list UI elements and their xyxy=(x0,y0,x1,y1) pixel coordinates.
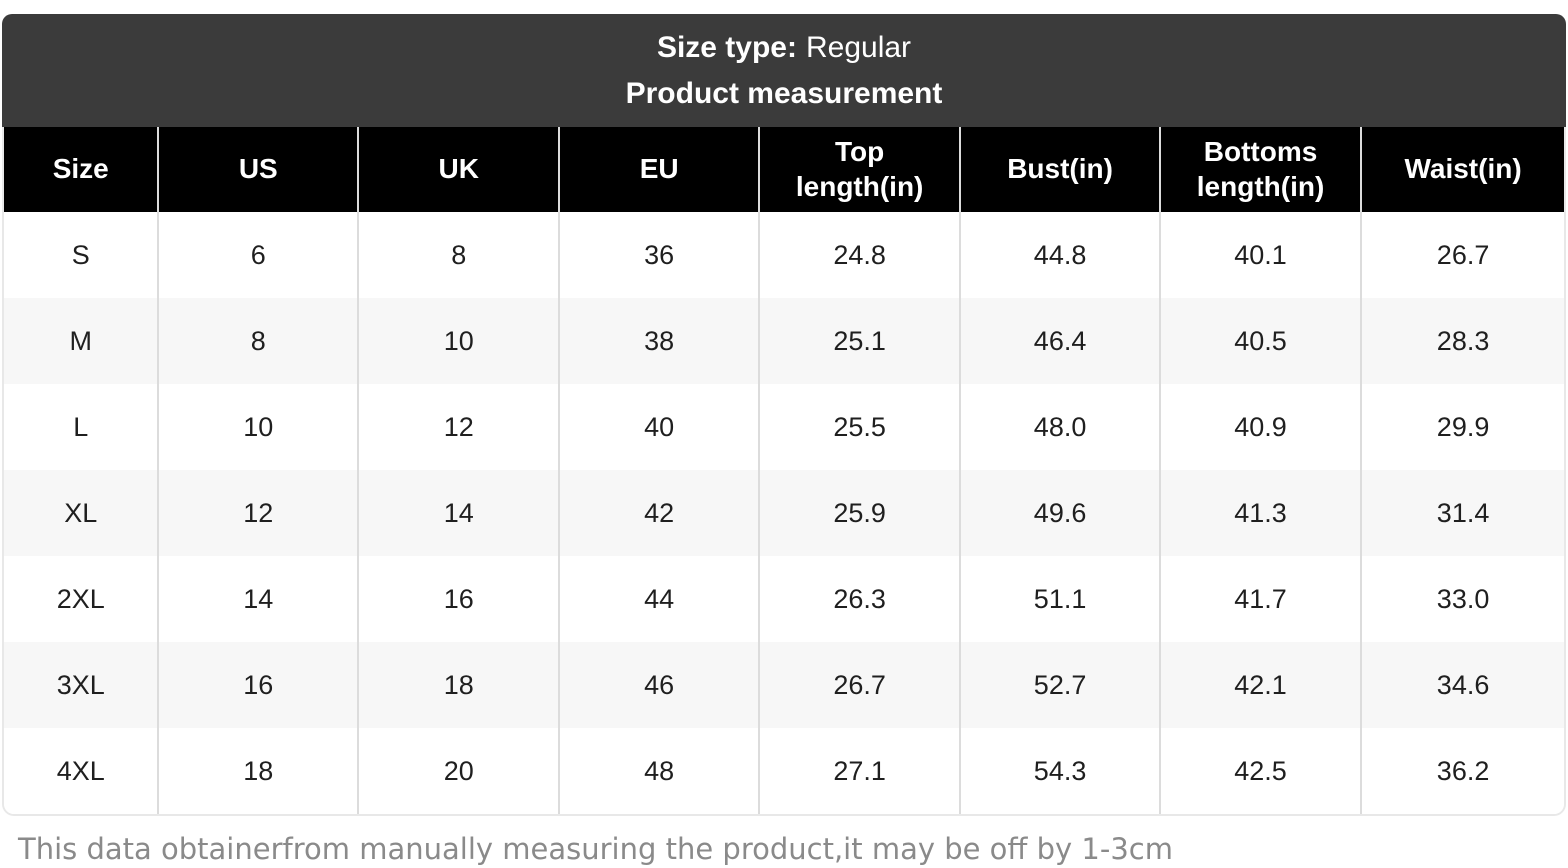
table-cell: L xyxy=(4,384,159,470)
table-cell: 25.1 xyxy=(758,298,961,384)
table-cell: 26.3 xyxy=(758,556,961,642)
table-cell: 33.0 xyxy=(1360,556,1564,642)
table-cell: 25.9 xyxy=(758,470,961,556)
table-cell: 42 xyxy=(558,470,760,556)
table-header-row: Size US UK EU Top length(in) Bust(in) Bottoms … xyxy=(4,127,1564,212)
table-cell: 46.4 xyxy=(959,298,1160,384)
product-measurement-title: Product measurement xyxy=(625,77,943,110)
size-chart-title-band: Size type: Regular Product measurement xyxy=(2,14,1566,127)
table-cell: 20 xyxy=(357,728,560,814)
table-cell: M xyxy=(4,298,159,384)
table-cell: 10 xyxy=(157,384,359,470)
column-header-top-length-in: Top length(in) xyxy=(758,127,961,212)
table-cell: 12 xyxy=(357,384,560,470)
table-cell: 27.1 xyxy=(758,728,961,814)
table-cell: 14 xyxy=(157,556,359,642)
size-type-value: Regular xyxy=(805,31,912,64)
table-cell: 3XL xyxy=(4,642,159,728)
table-cell: 26.7 xyxy=(1360,212,1564,298)
table-cell: 16 xyxy=(357,556,560,642)
column-header-waist-in: Waist(in) xyxy=(1360,127,1564,212)
table-cell: 44.8 xyxy=(959,212,1160,298)
column-header-bust-in: Bust(in) xyxy=(959,127,1160,212)
size-table-wrap: Size US UK EU Top length(in) Bust(in) Bottoms … xyxy=(2,127,1566,816)
table-cell: 40.5 xyxy=(1158,298,1362,384)
table-cell: 24.8 xyxy=(758,212,961,298)
table-cell: 44 xyxy=(558,556,760,642)
column-header-eu: EU xyxy=(558,127,760,212)
table-cell: 51.1 xyxy=(959,556,1160,642)
table-cell: 49.6 xyxy=(959,470,1160,556)
table-cell: XL xyxy=(4,470,159,556)
table-row-2xl: 2XL 14 16 44 26.3 51.1 41.7 33.0 xyxy=(4,556,1564,642)
table-cell: 25.5 xyxy=(758,384,961,470)
table-cell: 31.4 xyxy=(1360,470,1564,556)
table-cell: 29.9 xyxy=(1360,384,1564,470)
table-cell: 8 xyxy=(357,212,560,298)
table-cell: 18 xyxy=(157,728,359,814)
table-cell: 6 xyxy=(157,212,359,298)
table-cell: 12 xyxy=(157,470,359,556)
table-cell: 2XL xyxy=(4,556,159,642)
table-row-4xl: 4XL 18 20 48 27.1 54.3 42.5 36.2 xyxy=(4,728,1564,814)
column-header-uk: UK xyxy=(357,127,560,212)
table-row-3xl: 3XL 16 18 46 26.7 52.7 42.1 34.6 xyxy=(4,642,1564,728)
table-row-l: L 10 12 40 25.5 48.0 40.9 29.9 xyxy=(4,384,1564,470)
table-cell: 40 xyxy=(558,384,760,470)
table-cell: 54.3 xyxy=(959,728,1160,814)
table-cell: 14 xyxy=(357,470,560,556)
size-type-line: Size type: Regular xyxy=(657,31,911,64)
table-cell: 8 xyxy=(157,298,359,384)
table-cell: 42.1 xyxy=(1158,642,1362,728)
table-cell: 48 xyxy=(558,728,760,814)
table-cell: 52.7 xyxy=(959,642,1160,728)
table-cell: 16 xyxy=(157,642,359,728)
table-cell: 28.3 xyxy=(1360,298,1564,384)
table-cell: 26.7 xyxy=(758,642,961,728)
table-cell: 18 xyxy=(357,642,560,728)
measurement-note: This data obtainerfrom manually measurin… xyxy=(18,832,1173,866)
table-cell: 41.7 xyxy=(1158,556,1362,642)
table-cell: 40.1 xyxy=(1158,212,1362,298)
table-cell: 48.0 xyxy=(959,384,1160,470)
table-cell: 36.2 xyxy=(1360,728,1564,814)
column-header-bottoms-length-in: Bottoms length(in) xyxy=(1158,127,1362,212)
table-cell: 40.9 xyxy=(1158,384,1362,470)
table-cell: 4XL xyxy=(4,728,159,814)
table-cell: 46 xyxy=(558,642,760,728)
table-row-xl: XL 12 14 42 25.9 49.6 41.3 31.4 xyxy=(4,470,1564,556)
table-row-m: M 8 10 38 25.1 46.4 40.5 28.3 xyxy=(4,298,1564,384)
size-table-body: S 6 8 36 24.8 44.8 40.1 26.7 M 8 10 38 25.1 46.4 40.5 2… xyxy=(4,212,1564,814)
column-header-us: US xyxy=(157,127,359,212)
size-type-label: Size type: xyxy=(656,31,797,64)
table-row-s: S 6 8 36 24.8 44.8 40.1 26.7 xyxy=(4,212,1564,298)
column-header-size: Size xyxy=(4,127,159,212)
table-cell: 10 xyxy=(357,298,560,384)
size-table: Size US UK EU Top length(in) Bust(in) Bottoms … xyxy=(4,127,1564,814)
size-chart-card: Size type: Regular Product measurement Si… xyxy=(2,14,1566,816)
table-cell: S xyxy=(4,212,159,298)
table-cell: 36 xyxy=(558,212,760,298)
table-cell: 42.5 xyxy=(1158,728,1362,814)
table-cell: 34.6 xyxy=(1360,642,1564,728)
table-cell: 38 xyxy=(558,298,760,384)
table-cell: 41.3 xyxy=(1158,470,1362,556)
